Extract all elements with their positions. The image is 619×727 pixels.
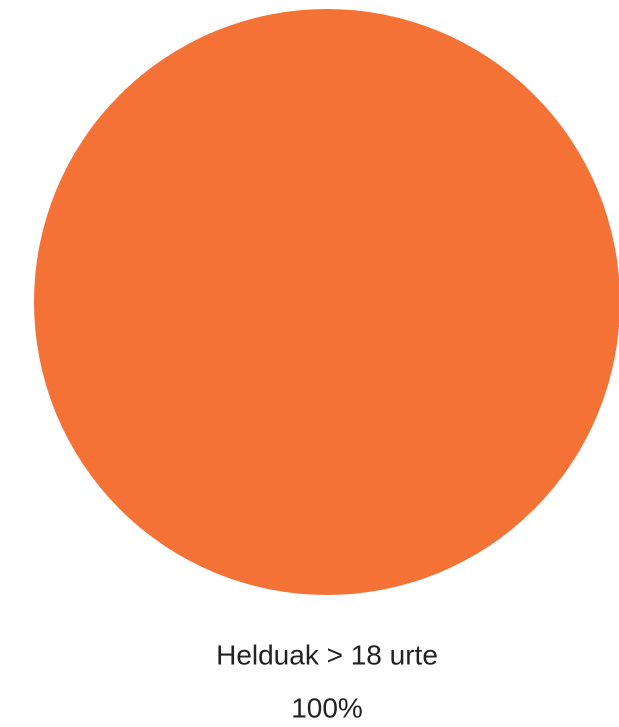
slice-label: Helduak > 18 urte xyxy=(216,639,438,670)
slice-value-label: 100% xyxy=(291,692,363,723)
pie-slice xyxy=(34,9,619,595)
